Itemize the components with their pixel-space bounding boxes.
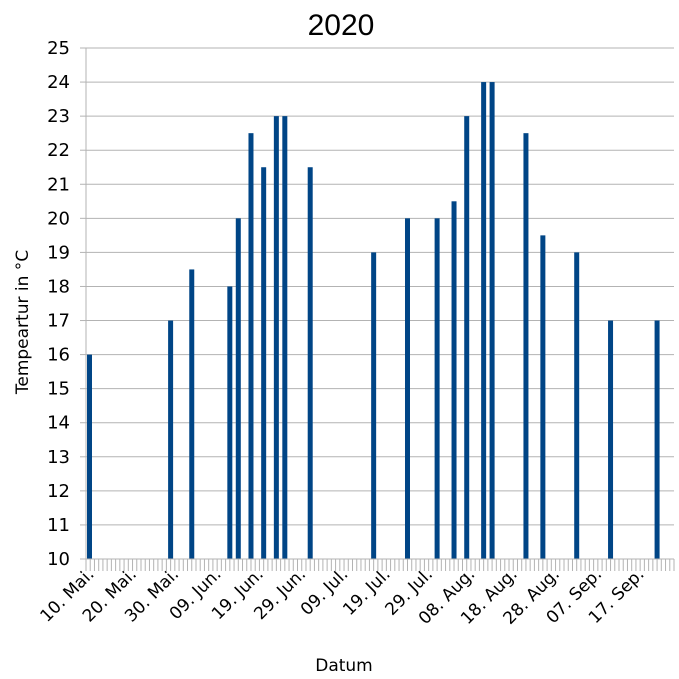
- bar: [489, 82, 495, 560]
- bar: [654, 320, 660, 559]
- y-tick-label: 19: [47, 242, 70, 263]
- y-tick-label: 12: [47, 481, 70, 502]
- bar: [481, 82, 487, 560]
- bar: [434, 218, 440, 560]
- bar: [608, 320, 614, 559]
- bar: [451, 201, 457, 560]
- bar: [464, 116, 470, 559]
- bar: [574, 252, 580, 559]
- y-tick-label: 24: [47, 72, 70, 93]
- bars: [87, 82, 660, 560]
- y-tick-label: 15: [47, 379, 70, 400]
- y-tick-label: 14: [47, 413, 70, 434]
- y-tick-label: 11: [47, 515, 70, 536]
- y-tick-label: 13: [47, 447, 70, 468]
- bar: [404, 218, 410, 560]
- bar: [523, 133, 529, 559]
- bar: [540, 235, 546, 559]
- y-tick-label: 20: [47, 208, 70, 229]
- bar: [168, 320, 174, 559]
- bar: [189, 269, 195, 559]
- chart-title: 2020: [308, 9, 375, 42]
- x-tick-labels: 10. Mai.20. Mai.30. Mai.09. Jun.19. Jun.…: [37, 564, 649, 628]
- y-tick-label: 23: [47, 106, 70, 127]
- bar: [248, 133, 254, 559]
- y-tick-label: 25: [47, 38, 70, 59]
- y-tick-label: 16: [47, 345, 70, 366]
- bar: [235, 218, 241, 560]
- bar: [371, 252, 377, 559]
- y-tick-label: 22: [47, 140, 70, 161]
- y-tick-label: 17: [47, 311, 70, 332]
- minor-ticks: [85, 559, 675, 571]
- x-axis-label: Datum: [315, 656, 373, 676]
- y-tick-label: 18: [47, 276, 70, 297]
- bar: [282, 116, 288, 559]
- bar: [227, 286, 233, 559]
- axes: [85, 48, 674, 560]
- y-tick-label: 21: [47, 174, 70, 195]
- bar: [261, 167, 267, 559]
- y-axis-label: Tempeartur in °C: [13, 250, 33, 395]
- y-tick-label: 10: [47, 549, 70, 570]
- bar: [87, 354, 92, 559]
- bar: [273, 116, 279, 559]
- bar: [307, 167, 313, 559]
- y-tick-labels: 10 11 12 13 14 15 16 17 18 19 20 21 22 23 24 25: [47, 38, 70, 570]
